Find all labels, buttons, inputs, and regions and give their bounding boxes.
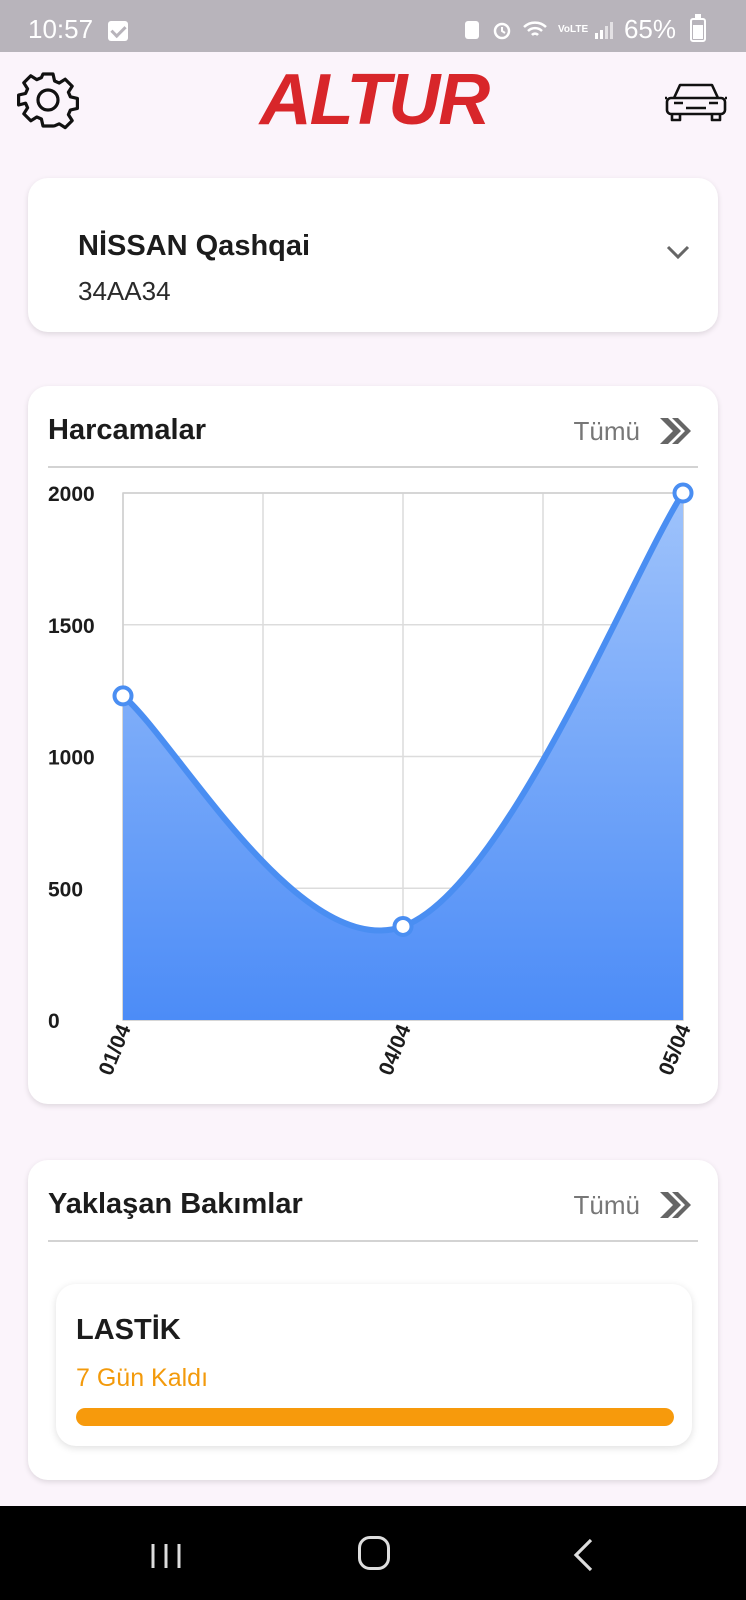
double-chevron-right-icon[interactable] [658,416,692,446]
series-area [123,493,683,1020]
battery-percent: 65% [623,14,676,44]
divider [48,1240,698,1242]
vehicle-selector[interactable]: NİSSAN Qashqai 34AA34 [28,178,718,332]
notification-check-icon [108,21,128,41]
expenses-chart: 2000 1500 1000 500 0 01/04 04/04 05/04 [48,482,696,1079]
status-icons: VoLTE 65% [462,13,706,45]
home-icon[interactable] [358,1536,390,1570]
maintenance-progress-bar [76,1408,674,1426]
car-icon[interactable] [664,78,728,126]
gear-icon[interactable] [16,68,80,132]
vehicle-name: NİSSAN Qashqai [78,230,311,262]
recent-apps-icon[interactable] [150,1542,182,1570]
svg-text:ALTUR: ALTUR [258,64,491,134]
maintenance-progress-fill [76,1408,674,1426]
data-point [112,685,134,707]
system-nav-bar [0,1506,746,1600]
maintenance-title: Yaklaşan Bakımlar [48,1188,303,1220]
maintenance-item-name: LASTİK [76,1314,181,1346]
vehicle-plate: 34AA34 [78,276,171,306]
maintenance-item[interactable]: LASTİK 7 Gün Kaldı [56,1284,692,1446]
expenses-title: Harcamalar [48,414,206,446]
back-icon[interactable] [572,1538,594,1572]
volte-label: VoLTE [557,23,589,35]
x-tick-label: 04/04 [375,1021,416,1079]
double-chevron-right-icon[interactable] [658,1190,692,1220]
sim-icon [464,20,479,39]
signal-icon [594,21,613,39]
y-tick-label: 2000 [48,483,95,506]
x-tick-label: 01/04 [95,1021,136,1079]
y-tick-label: 1000 [48,747,95,770]
app-bar: ALTUR [0,52,746,152]
altur-logo: ALTUR [258,64,493,134]
status-bar: 10:57 VoLTE 65% [0,0,746,52]
x-tick-label: 05/04 [655,1021,696,1079]
y-tick-label: 500 [48,878,83,901]
status-time: 10:57 [28,14,94,44]
chevron-down-icon[interactable] [666,244,690,260]
maintenance-card: Yaklaşan Bakımlar Tümü LASTİK 7 Gün Kald… [28,1160,718,1480]
wifi-icon [523,20,547,36]
data-point [672,482,694,504]
y-tick-label: 1500 [48,615,95,638]
data-point [392,915,414,937]
maintenance-see-all-link[interactable]: Tümü [573,1190,640,1220]
expenses-card: Harcamalar Tümü 2000 1500 1000 500 0 01/04 04/… [28,386,718,1104]
y-tick-label: 0 [48,1010,60,1033]
divider [48,466,698,468]
maintenance-item-remaining: 7 Gün Kaldı [76,1364,209,1392]
alarm-icon [493,22,511,39]
expenses-see-all-link[interactable]: Tümü [573,416,640,446]
battery-icon [690,13,706,42]
